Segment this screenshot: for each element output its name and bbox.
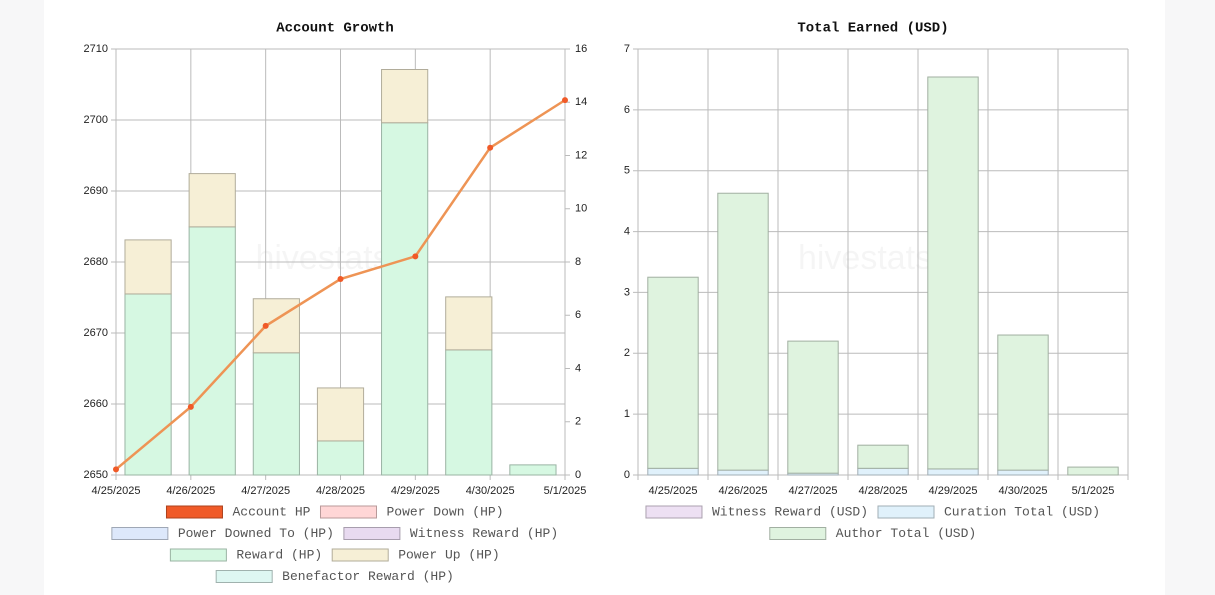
y-tick-label: 2690 <box>84 185 108 197</box>
x-tick-label: 4/27/2025 <box>241 485 290 497</box>
bar <box>509 464 557 476</box>
point <box>187 403 194 410</box>
y2-tick-label: 6 <box>575 309 581 321</box>
y-tick-label: 2660 <box>84 398 108 410</box>
y2-tick-label: 2 <box>575 416 581 428</box>
y-tick-label: 0 <box>624 469 630 481</box>
point <box>337 276 344 283</box>
legend-swatch <box>169 548 227 562</box>
y-tick-label: 3 <box>624 286 630 298</box>
legend-label: Power Down (HP) <box>386 504 503 519</box>
x-tick-label: 4/25/2025 <box>92 485 141 497</box>
legend-swatch <box>111 527 169 540</box>
y-tick-label: 2710 <box>84 43 108 55</box>
legend-swatch <box>165 505 223 519</box>
legend-label: Account HP <box>232 504 310 519</box>
legend-label: Witness Reward (USD) <box>712 504 868 519</box>
x-tick-label: 4/26/2025 <box>719 485 768 497</box>
x-tick-label: 4/27/2025 <box>789 485 838 497</box>
legend-swatch <box>331 548 389 562</box>
bar <box>188 173 236 228</box>
legend-swatch <box>877 505 935 519</box>
y-tick-label: 2680 <box>84 256 108 268</box>
y-tick-label: 2670 <box>84 327 108 339</box>
x-tick-label: 4/28/2025 <box>316 485 365 497</box>
bar <box>316 440 365 476</box>
bar <box>857 444 909 469</box>
bar <box>927 468 979 476</box>
y-tick-label: 2700 <box>84 114 108 126</box>
x-tick-label: 4/25/2025 <box>649 485 698 497</box>
y-tick-label: 2 <box>624 347 630 359</box>
legend-swatch <box>769 527 827 540</box>
bar <box>124 239 172 295</box>
x-tick-label: 4/29/2025 <box>391 485 440 497</box>
bar <box>445 349 493 476</box>
legend-swatch <box>645 505 703 519</box>
legend-label: Reward (HP) <box>236 547 322 562</box>
bar <box>787 340 839 474</box>
legend-label: Benefactor Reward (HP) <box>282 569 454 584</box>
chart-title: Total Earned (USD) <box>797 21 948 37</box>
point <box>113 466 119 473</box>
bar <box>188 226 236 476</box>
bar <box>316 387 365 442</box>
bar <box>647 467 699 476</box>
y2-tick-label: 10 <box>575 203 587 215</box>
legend-label: Power Downed To (HP) <box>178 526 334 541</box>
bar <box>857 467 909 476</box>
y2-tick-label: 0 <box>575 469 581 481</box>
x-tick-label: 4/29/2025 <box>929 485 978 497</box>
bar <box>717 469 769 476</box>
bar <box>381 69 429 124</box>
point <box>487 144 494 151</box>
bar <box>252 298 300 354</box>
legend-swatch <box>215 570 273 583</box>
bar <box>997 334 1049 471</box>
y-tick-label: 7 <box>624 43 630 55</box>
bar <box>381 122 429 476</box>
y-tick-label: 6 <box>624 104 630 116</box>
x-tick-label: 4/28/2025 <box>859 485 908 497</box>
y-tick-label: 5 <box>624 165 630 177</box>
bar <box>445 296 493 351</box>
y-tick-label: 1 <box>624 408 630 420</box>
legend-swatch <box>319 505 377 519</box>
legend-label: Witness Reward (HP) <box>410 526 558 541</box>
y2-tick-label: 8 <box>575 256 581 268</box>
legend-label: Curation Total (USD) <box>944 504 1100 519</box>
point <box>412 253 419 260</box>
y-tick-label: 4 <box>624 225 630 237</box>
point <box>562 97 568 104</box>
y2-tick-label: 4 <box>575 362 581 374</box>
legend-swatch <box>343 527 401 540</box>
bar <box>252 352 300 476</box>
y2-tick-label: 14 <box>575 96 587 108</box>
x-tick-label: 4/30/2025 <box>466 485 515 497</box>
y2-tick-label: 16 <box>575 43 587 55</box>
x-tick-label: 4/26/2025 <box>166 485 215 497</box>
legend-label: Power Up (HP) <box>398 547 499 562</box>
point <box>262 322 269 329</box>
bar <box>124 293 172 476</box>
y-tick-label: 2650 <box>84 469 108 481</box>
bar <box>647 276 699 469</box>
bar <box>927 76 979 470</box>
bar <box>1067 466 1119 476</box>
x-tick-label: 5/1/2025 <box>544 485 587 497</box>
y2-tick-label: 12 <box>575 149 587 161</box>
x-tick-label: 4/30/2025 <box>999 485 1048 497</box>
x-tick-label: 5/1/2025 <box>1072 485 1115 497</box>
bar <box>997 469 1049 476</box>
bar <box>717 192 769 471</box>
legend-label: Author Total (USD) <box>836 526 976 541</box>
chart-title: Account Growth <box>276 21 394 37</box>
